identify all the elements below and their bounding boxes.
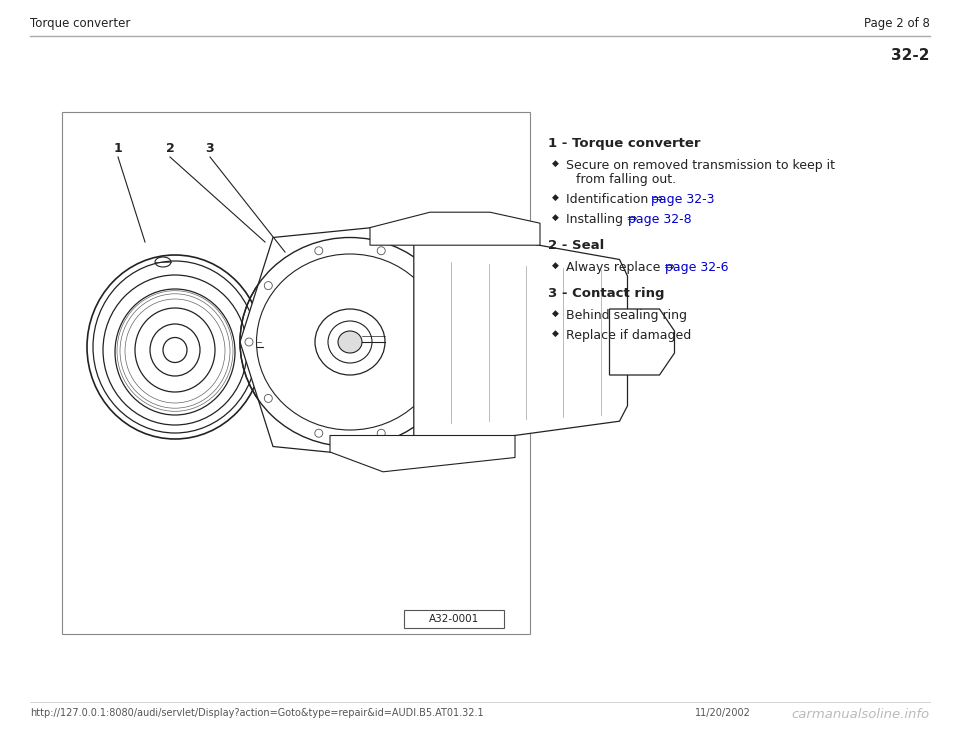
Text: 32-2: 32-2 (892, 48, 930, 63)
Text: 3: 3 (205, 142, 214, 154)
Text: ◆: ◆ (552, 213, 559, 222)
Text: Installing ⇒: Installing ⇒ (566, 213, 641, 226)
Polygon shape (330, 436, 515, 472)
Text: Replace if damaged: Replace if damaged (566, 329, 691, 342)
Ellipse shape (338, 331, 362, 353)
Text: page 32-8: page 32-8 (628, 213, 691, 226)
Text: ◆: ◆ (552, 329, 559, 338)
Text: 2 - Seal: 2 - Seal (548, 239, 604, 252)
Ellipse shape (338, 331, 362, 353)
Text: 2: 2 (166, 142, 175, 154)
Text: ◆: ◆ (552, 193, 559, 202)
Text: Always replace ⇒: Always replace ⇒ (566, 261, 679, 274)
Text: carmanualsoline.info: carmanualsoline.info (792, 708, 930, 721)
Text: 3 - Contact ring: 3 - Contact ring (548, 287, 664, 300)
Text: 1: 1 (113, 142, 122, 154)
Polygon shape (240, 226, 416, 458)
FancyBboxPatch shape (62, 112, 530, 634)
Polygon shape (414, 226, 628, 447)
Text: page 32-3: page 32-3 (651, 193, 714, 206)
Polygon shape (610, 309, 675, 375)
Text: http://127.0.0.1:8080/audi/servlet/Display?action=Goto&type=repair&id=AUDI.B5.AT: http://127.0.0.1:8080/audi/servlet/Displ… (30, 708, 484, 718)
Text: 1 - Torque converter: 1 - Torque converter (548, 137, 701, 150)
Text: 11/20/2002: 11/20/2002 (695, 708, 751, 718)
Text: Page 2 of 8: Page 2 of 8 (864, 17, 930, 30)
Text: Identification ⇒: Identification ⇒ (566, 193, 667, 206)
Text: A32-0001: A32-0001 (429, 614, 479, 624)
Text: from falling out.: from falling out. (576, 173, 676, 186)
Text: Torque converter: Torque converter (30, 17, 131, 30)
Text: ◆: ◆ (552, 261, 559, 270)
FancyBboxPatch shape (404, 610, 504, 628)
Text: ◆: ◆ (552, 309, 559, 318)
Text: page 32-6: page 32-6 (665, 261, 729, 274)
Text: Behind sealing ring: Behind sealing ring (566, 309, 687, 322)
Polygon shape (370, 212, 540, 245)
Text: Secure on removed transmission to keep it: Secure on removed transmission to keep i… (566, 159, 835, 172)
Text: ◆: ◆ (552, 159, 559, 168)
